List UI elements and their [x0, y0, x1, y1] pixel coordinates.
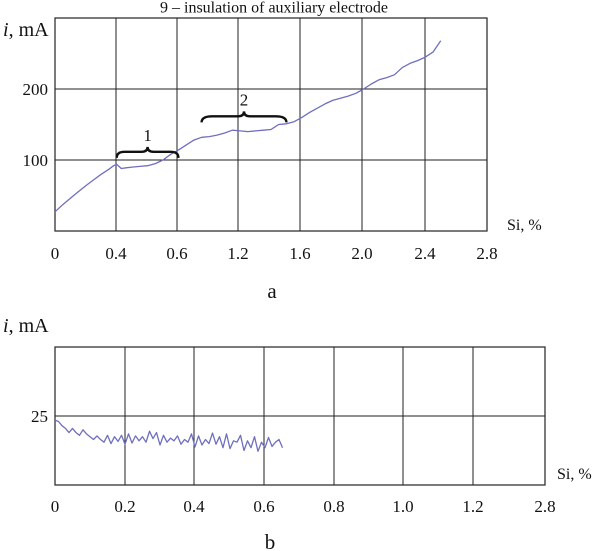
header-caption: 9 – insulation of auxiliary electrode: [160, 0, 388, 16]
x-tick-label: 2.8: [476, 244, 497, 263]
x-tick-label: 0: [51, 244, 60, 263]
x-tick-label: 0.8: [323, 497, 344, 516]
y-axis-label: i, mA: [3, 315, 49, 337]
annotation-label: 1: [143, 126, 152, 145]
x-tick-label: 0.6: [166, 244, 187, 263]
x-tick-label: 0.6: [253, 497, 274, 516]
x-tick-label: 2.4: [414, 244, 436, 263]
y-tick-label: 25: [31, 407, 48, 426]
y-axis-label-variable: i: [3, 19, 9, 41]
series-line: [54, 419, 284, 452]
y-axis-label: i, mA: [3, 19, 49, 41]
x-tick-label: 2.8: [534, 497, 555, 516]
x-tick-label: 2.0: [351, 244, 372, 263]
x-tick-label: 1.2: [227, 244, 248, 263]
x-tick-label: 1.6: [289, 244, 310, 263]
x-axis-label: Si, %: [507, 217, 542, 234]
annotation-label: 2: [240, 90, 249, 109]
x-tick-label: 0.2: [114, 497, 135, 516]
x-tick-label: 0.4: [105, 244, 127, 263]
brace-annotation: [200, 111, 288, 123]
x-tick-label: 1.0: [392, 497, 413, 516]
x-tick-label: 0: [51, 497, 60, 516]
panel-label: a: [267, 279, 277, 303]
plot-frame: [54, 17, 488, 232]
brace-annotation: [115, 146, 180, 158]
y-axis-label-unit: , mA: [9, 19, 50, 41]
series-line: [54, 40, 442, 213]
chart-panel-b: 0 0.2 0.4 0.6 0.8 1.0 1.2 2.8 25 i, mA Si, % b: [3, 315, 592, 551]
x-axis-label: Si, %: [557, 466, 592, 483]
y-tick-label: 200: [23, 80, 49, 99]
y-axis-label-variable: i: [3, 315, 9, 337]
chart-panel-a: 0 0.4 0.6 1.2 1.6 2.0 2.4 2.8 100 200 i, mA Si, % a 1…: [3, 17, 542, 303]
y-axis-label-unit: , mA: [9, 315, 50, 337]
plot-frame: [54, 346, 546, 486]
x-tick-label: 0.4: [183, 497, 205, 516]
panel-label: b: [265, 530, 276, 551]
x-tick-label: 1.2: [462, 497, 483, 516]
y-tick-label: 100: [23, 151, 49, 170]
